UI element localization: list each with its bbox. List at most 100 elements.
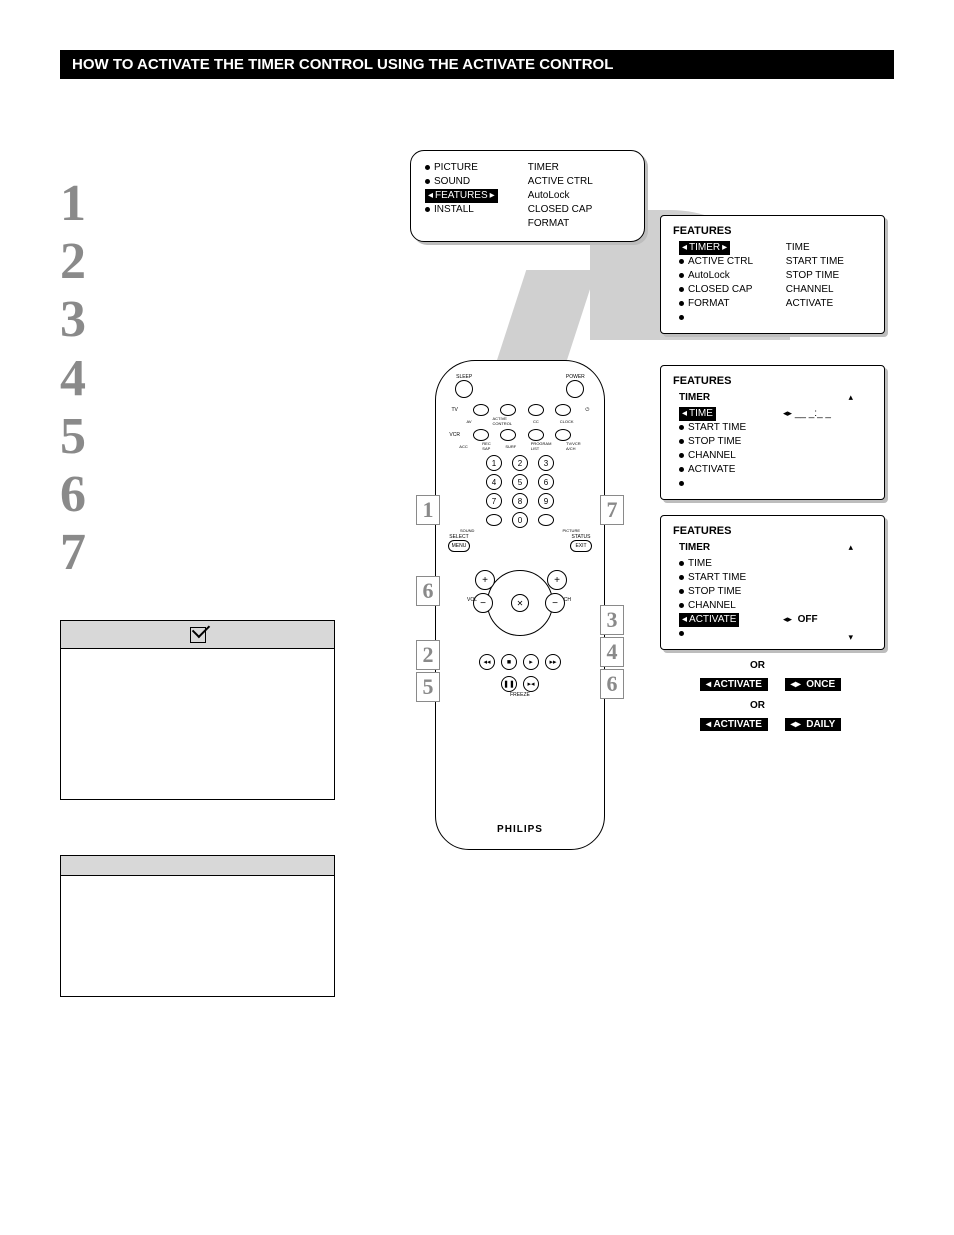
freeze-button[interactable]: ▸◂ — [523, 676, 539, 692]
num-1[interactable]: 1 — [486, 455, 502, 471]
m4-blank — [679, 627, 783, 641]
menu-button[interactable]: MENU — [448, 540, 470, 552]
step-7: 7 — [60, 524, 86, 582]
helpful-hint-box — [60, 620, 335, 800]
rewind-button[interactable]: ◂◂ — [479, 654, 495, 670]
num-0[interactable]: 0 — [512, 512, 528, 528]
feat-autolock: AutoLock — [679, 269, 783, 283]
m4-channel: CHANNEL — [679, 599, 783, 613]
power-label: POWER — [566, 375, 585, 380]
m3-head: FEATURES — [673, 374, 872, 389]
callout-7: 7 — [600, 495, 624, 525]
program-button[interactable] — [528, 429, 544, 441]
cc-button[interactable] — [528, 404, 544, 416]
l-acc: ACC — [459, 444, 467, 449]
osd-menu-timer-time: FEATURES TIMER TIME START TIME STOP TIME… — [660, 365, 885, 500]
page-title: HOW TO ACTIVATE THE TIMER CONTROL USING … — [72, 56, 613, 73]
feat-format: FORMAT — [679, 297, 783, 311]
brand-label: PHILIPS — [436, 824, 604, 835]
pause-button[interactable]: ❚❚ — [501, 676, 517, 692]
note-header — [61, 856, 334, 876]
m4-time: TIME — [679, 557, 783, 571]
num-2[interactable]: 2 — [512, 455, 528, 471]
active-control-button[interactable] — [500, 404, 516, 416]
osd-menu-main: PICTURE SOUND FEATURES INSTALL TIMER ACT… — [410, 150, 645, 242]
check-icon — [190, 627, 206, 643]
clock-button[interactable] — [555, 404, 571, 416]
ch-down[interactable]: − — [545, 593, 565, 613]
num-5[interactable]: 5 — [512, 474, 528, 490]
ff-button[interactable]: ▸▸ — [545, 654, 561, 670]
power-button[interactable] — [566, 380, 584, 398]
menu-picture: PICTURE — [425, 161, 525, 175]
num-9[interactable]: 9 — [538, 493, 554, 509]
l-surf: SURF — [505, 444, 516, 449]
feat-closedcap: CLOSED CAP — [679, 283, 783, 297]
activate-daily-row: ◂ ACTIVATE ◂▸ DAILY — [700, 718, 841, 731]
freeze-label: FREEZE — [442, 693, 598, 698]
m4-activate: ACTIVATE — [679, 613, 783, 627]
callout-1: 1 — [416, 495, 440, 525]
step-6: 6 — [60, 466, 86, 524]
rec-button[interactable] — [473, 429, 489, 441]
l-picture: PICTURE — [562, 528, 580, 533]
m3-stop: STOP TIME — [679, 435, 783, 449]
transport-row-2: ❚❚ ▸◂ — [442, 676, 598, 692]
callout-6-left: 6 — [416, 576, 440, 606]
num-3[interactable]: 3 — [538, 455, 554, 471]
vol-down[interactable]: − — [473, 593, 493, 613]
menu-autolock: AutoLock — [528, 189, 628, 203]
surf-button[interactable] — [500, 429, 516, 441]
tv-label: TV — [448, 408, 462, 413]
m4-down-icon — [848, 631, 853, 645]
num-4[interactable]: 4 — [486, 474, 502, 490]
timer-time: TIME — [786, 241, 866, 255]
l-ac: ACTIVECONTROL — [492, 416, 512, 426]
mute-button[interactable]: ✕ — [511, 594, 529, 612]
feat-timer: TIMER — [679, 241, 783, 255]
power-sym: ⏻ — [582, 408, 592, 413]
m3-start: START TIME — [679, 421, 783, 435]
menu-sound: SOUND — [425, 175, 525, 189]
note-box — [60, 855, 335, 997]
l-sound: SOUND — [460, 528, 474, 533]
helpful-hint-header — [61, 621, 334, 649]
l-clock: CLOCK — [560, 419, 574, 424]
sleep-button[interactable] — [455, 380, 473, 398]
m4-sub: TIMER — [679, 541, 783, 555]
exit-button[interactable]: EXIT — [570, 540, 592, 552]
sound-button[interactable] — [486, 514, 502, 526]
note-body — [61, 876, 334, 996]
tvvcr-button[interactable] — [555, 429, 571, 441]
transport-row-1: ◂◂ ■ ▸ ▸▸ — [442, 654, 598, 670]
m4-up-icon — [848, 541, 853, 555]
av-button[interactable] — [473, 404, 489, 416]
vcr-label: VCR — [448, 433, 462, 438]
num-8[interactable]: 8 — [512, 493, 528, 509]
feat-blank — [679, 311, 783, 325]
osd-menu-features: FEATURES TIMER ACTIVE CTRL AutoLock CLOS… — [660, 215, 885, 334]
helpful-hint-body — [61, 649, 334, 799]
m4-value: OFF — [783, 613, 818, 627]
ch-up[interactable]: + — [547, 570, 567, 590]
illustration-area: PICTURE SOUND FEATURES INSTALL TIMER ACT… — [400, 140, 900, 840]
l-cc: CC — [533, 419, 539, 424]
vol-up[interactable]: + — [475, 570, 495, 590]
menu-features: FEATURES — [425, 189, 525, 203]
play-button[interactable]: ▸ — [523, 654, 539, 670]
big-step-numbers: 1 2 3 4 5 6 7 — [60, 175, 86, 583]
callout-3: 3 — [600, 605, 624, 635]
m3-channel: CHANNEL — [679, 449, 783, 463]
num-7[interactable]: 7 — [486, 493, 502, 509]
timer-start: START TIME — [786, 255, 866, 269]
osd-menu-timer-activate: FEATURES TIMER TIME START TIME STOP TIME… — [660, 515, 885, 650]
menu-activectrl: ACTIVE CTRL — [528, 175, 628, 189]
num-6[interactable]: 6 — [538, 474, 554, 490]
stop-button[interactable]: ■ — [501, 654, 517, 670]
m3-activate: ACTIVATE — [679, 463, 783, 477]
m3-blank — [679, 477, 783, 491]
m4-head: FEATURES — [673, 524, 872, 539]
picture-button[interactable] — [538, 514, 554, 526]
page-title-bar: HOW TO ACTIVATE THE TIMER CONTROL USING … — [60, 50, 894, 79]
menu-format: FORMAT — [528, 217, 628, 231]
